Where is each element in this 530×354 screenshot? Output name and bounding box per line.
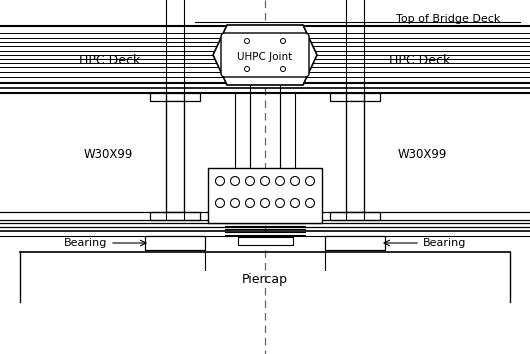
Bar xyxy=(325,236,385,250)
Circle shape xyxy=(290,177,299,185)
Text: Top of Bridge Deck: Top of Bridge Deck xyxy=(395,14,500,24)
Text: UHPC Joint: UHPC Joint xyxy=(237,52,293,62)
Circle shape xyxy=(231,177,240,185)
Bar xyxy=(208,168,322,223)
Bar xyxy=(330,212,380,220)
Circle shape xyxy=(245,199,254,207)
Circle shape xyxy=(276,199,285,207)
Text: W30X99: W30X99 xyxy=(398,148,447,161)
Circle shape xyxy=(290,199,299,207)
Bar xyxy=(150,93,200,101)
Text: HPC Deck: HPC Deck xyxy=(390,53,450,67)
Bar xyxy=(166,101,184,212)
FancyBboxPatch shape xyxy=(221,33,309,77)
Circle shape xyxy=(231,199,240,207)
Bar xyxy=(145,236,205,250)
Circle shape xyxy=(305,177,314,185)
Circle shape xyxy=(276,177,285,185)
Circle shape xyxy=(261,199,269,207)
Text: Bearing: Bearing xyxy=(423,238,466,248)
Circle shape xyxy=(261,177,269,185)
Circle shape xyxy=(244,39,250,44)
Text: Bearing: Bearing xyxy=(64,238,107,248)
Bar xyxy=(346,101,364,212)
Bar xyxy=(150,212,200,220)
Polygon shape xyxy=(213,25,317,85)
Circle shape xyxy=(216,199,225,207)
Bar xyxy=(237,237,293,245)
Circle shape xyxy=(280,39,286,44)
Text: W30X99: W30X99 xyxy=(83,148,132,161)
Circle shape xyxy=(305,199,314,207)
Text: HPC Deck: HPC Deck xyxy=(80,53,140,67)
Text: Piercap: Piercap xyxy=(242,274,288,286)
Circle shape xyxy=(216,177,225,185)
Bar xyxy=(330,93,380,101)
Circle shape xyxy=(244,67,250,72)
Circle shape xyxy=(245,177,254,185)
Circle shape xyxy=(280,67,286,72)
